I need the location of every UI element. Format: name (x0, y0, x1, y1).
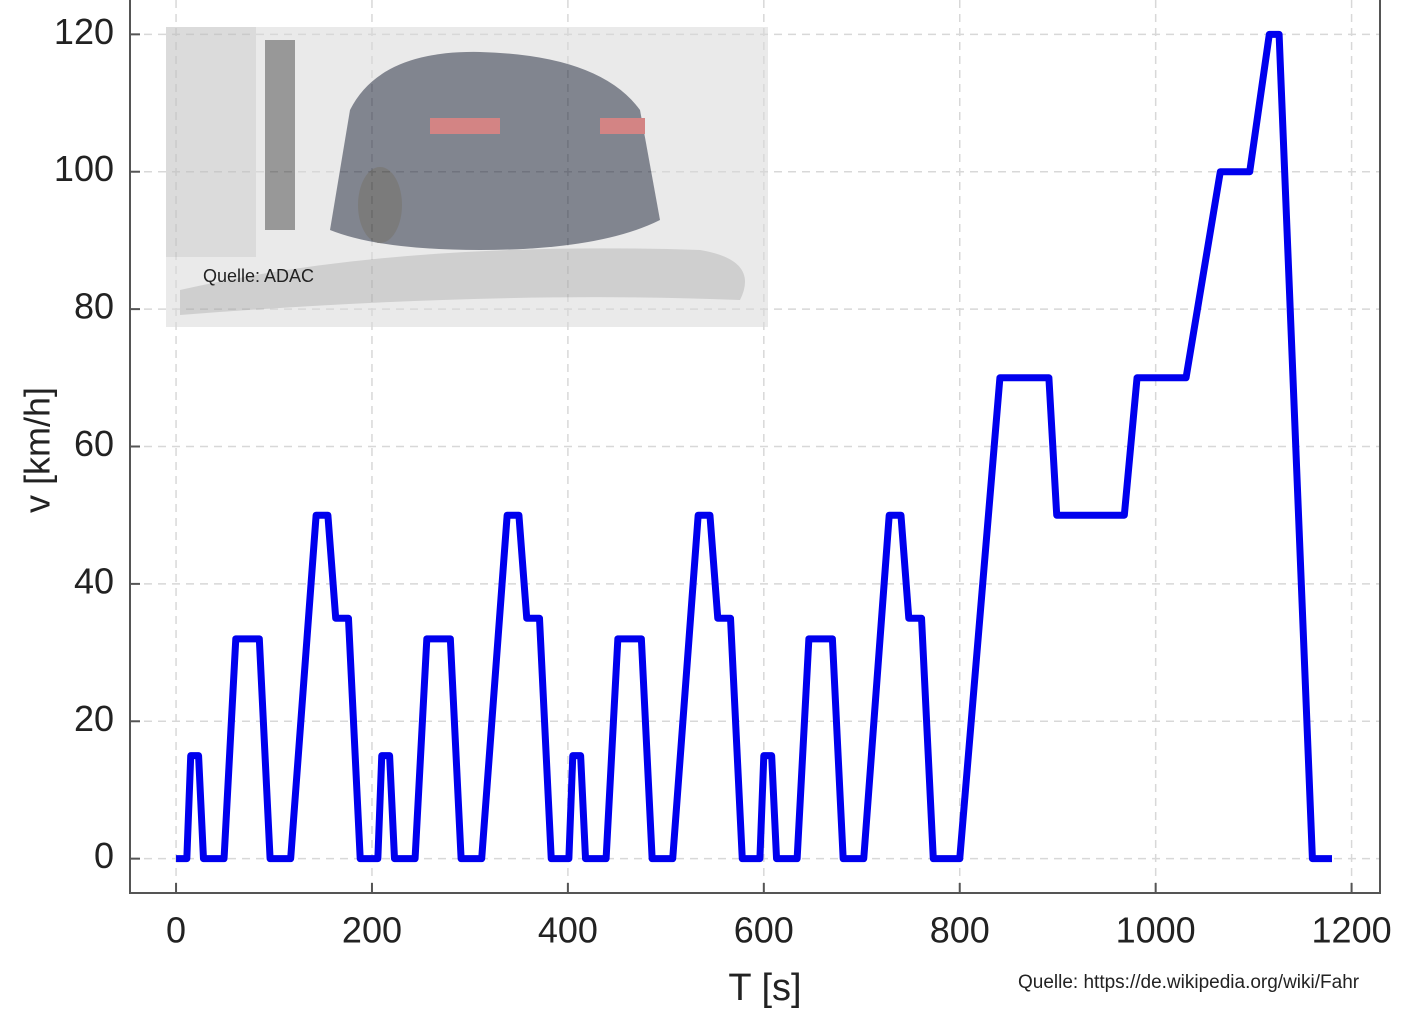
y-axis-label: v [km/h] (17, 387, 58, 513)
y-tick-label: 120 (54, 11, 114, 52)
photo-wheel (358, 167, 402, 243)
source-note: Quelle: https://de.wikipedia.org/wiki/Fa… (1018, 972, 1360, 993)
x-tick-label: 400 (538, 910, 598, 951)
y-tick-label: 40 (74, 560, 114, 601)
photo-hose (180, 248, 745, 315)
photo-car (330, 51, 660, 250)
y-tick-label: 80 (74, 286, 114, 327)
photo-light (600, 118, 645, 134)
x-tick-label: 800 (930, 910, 990, 951)
speed-line (176, 30, 1332, 863)
x-tick-label: 1000 (1116, 910, 1196, 951)
photo-person (265, 40, 295, 230)
x-tick-label: 600 (734, 910, 794, 951)
y-tick-label: 100 (54, 148, 114, 189)
grid (130, 0, 1380, 893)
x-axis-label: T [s] (728, 967, 801, 1009)
x-tick-label: 1200 (1312, 910, 1392, 951)
photo-wall (166, 27, 256, 257)
inset-photo (166, 27, 768, 327)
x-tick-label: 0 (166, 910, 186, 951)
photo-light (430, 118, 500, 134)
x-tick-label: 200 (342, 910, 402, 951)
y-tick-label: 20 (74, 698, 114, 739)
y-tick-label: 0 (94, 835, 114, 876)
y-tick-label: 60 (74, 423, 114, 464)
plot (176, 30, 1332, 863)
photo-caption: Quelle: ADAC (203, 266, 314, 286)
